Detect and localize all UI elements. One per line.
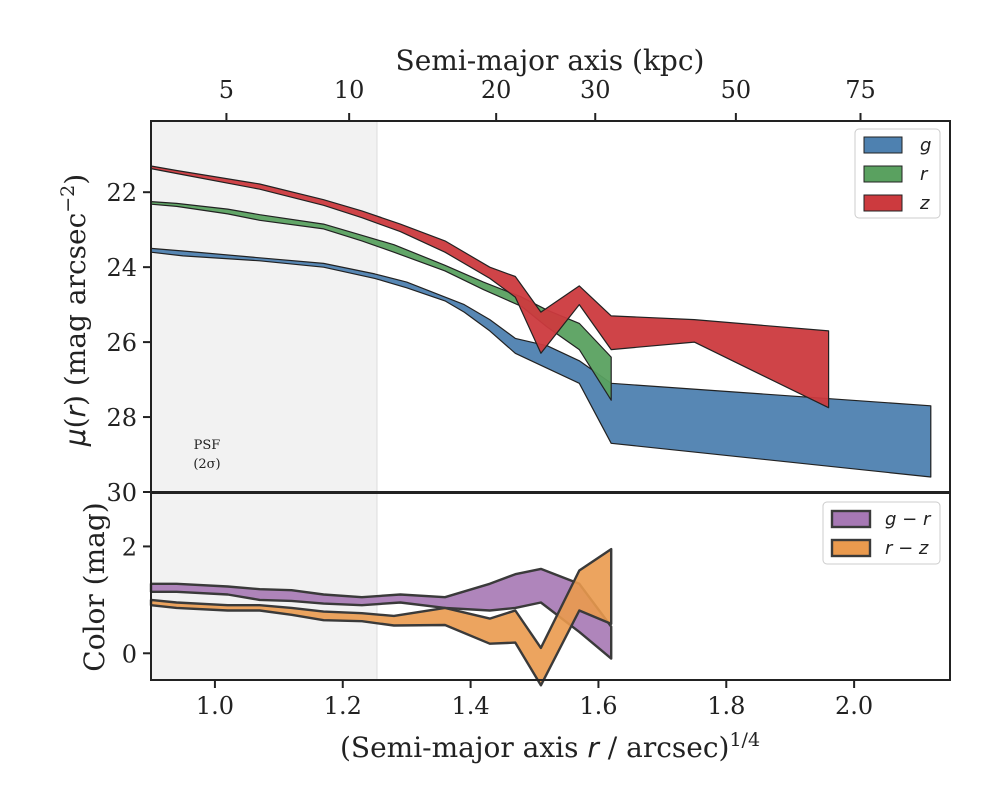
top-tick-label: 30 — [580, 76, 611, 104]
y-tick-label: 0 — [122, 640, 137, 668]
top-tick-label: 10 — [334, 76, 365, 104]
top-tick-label: 20 — [481, 76, 512, 104]
legend-label-r: r — [920, 164, 929, 185]
legend-label-g: g — [920, 135, 931, 156]
bottom-y-ticks: 02 — [122, 533, 151, 668]
top-axis-label: Semi-major axis (kpc) — [396, 44, 705, 77]
bottom-x-axis-label: (Semi-major axis r / arcsec)1/4 — [340, 729, 760, 764]
y-tick-label: 28 — [106, 404, 137, 432]
y-tick-label: 24 — [106, 254, 137, 282]
legend-label-rz: r − z — [885, 538, 929, 559]
y-tick-label: 26 — [106, 329, 137, 357]
bottom-legend: g − r r − z — [822, 501, 941, 565]
top-y-axis-label: μ(r) (mag arcsec−2) — [57, 174, 92, 447]
x-tick-label: 1.4 — [452, 692, 490, 720]
y-tick-label: 2 — [122, 533, 137, 561]
surface-brightness-series — [150, 165, 932, 478]
psf-shade-top — [151, 121, 377, 492]
x-tick-label: 1.8 — [707, 692, 745, 720]
band-gr — [149, 567, 613, 660]
x-tick-label: 1.6 — [579, 692, 617, 720]
x-tick-label: 1.2 — [324, 692, 362, 720]
color-series — [149, 547, 613, 687]
bottom-x-ticks: 1.0 1.2 1.4 1.6 1.8 2.0 — [196, 680, 873, 720]
bottom-y-axis-label: Color (mag) — [78, 502, 111, 671]
legend-swatch-g — [863, 136, 903, 154]
band-rz — [149, 547, 613, 687]
top-tick-label: 75 — [845, 76, 876, 104]
y-tick-label: 30 — [106, 479, 137, 507]
legend-label-z: z — [919, 193, 930, 214]
band-g — [150, 247, 932, 478]
x-tick-label: 2.0 — [835, 692, 873, 720]
y-tick-label: 22 — [106, 179, 137, 207]
legend-swatch-r — [863, 165, 903, 183]
top-y-ticks: 22 24 26 28 30 — [106, 179, 151, 507]
legend-label-gr: g − r — [885, 509, 932, 530]
band-z — [150, 165, 830, 409]
legend-swatch-rz — [830, 538, 872, 558]
top-tick-label: 5 — [219, 76, 234, 104]
top-x-ticks: 5 10 20 30 50 75 — [219, 76, 876, 121]
bottom-panel-frame — [150, 492, 951, 681]
psf-sigma-label: (2σ) — [193, 457, 220, 472]
legend-swatch-gr — [830, 509, 872, 529]
top-tick-label: 50 — [721, 76, 752, 104]
legend-swatch-z — [863, 194, 903, 212]
psf-label: PSF — [194, 438, 221, 453]
x-tick-label: 1.0 — [196, 692, 234, 720]
top-legend: grz — [854, 128, 941, 219]
